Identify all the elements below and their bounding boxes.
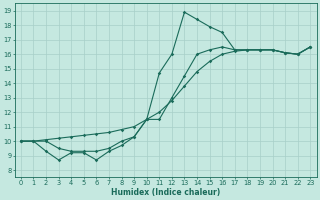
X-axis label: Humidex (Indice chaleur): Humidex (Indice chaleur) — [111, 188, 220, 197]
